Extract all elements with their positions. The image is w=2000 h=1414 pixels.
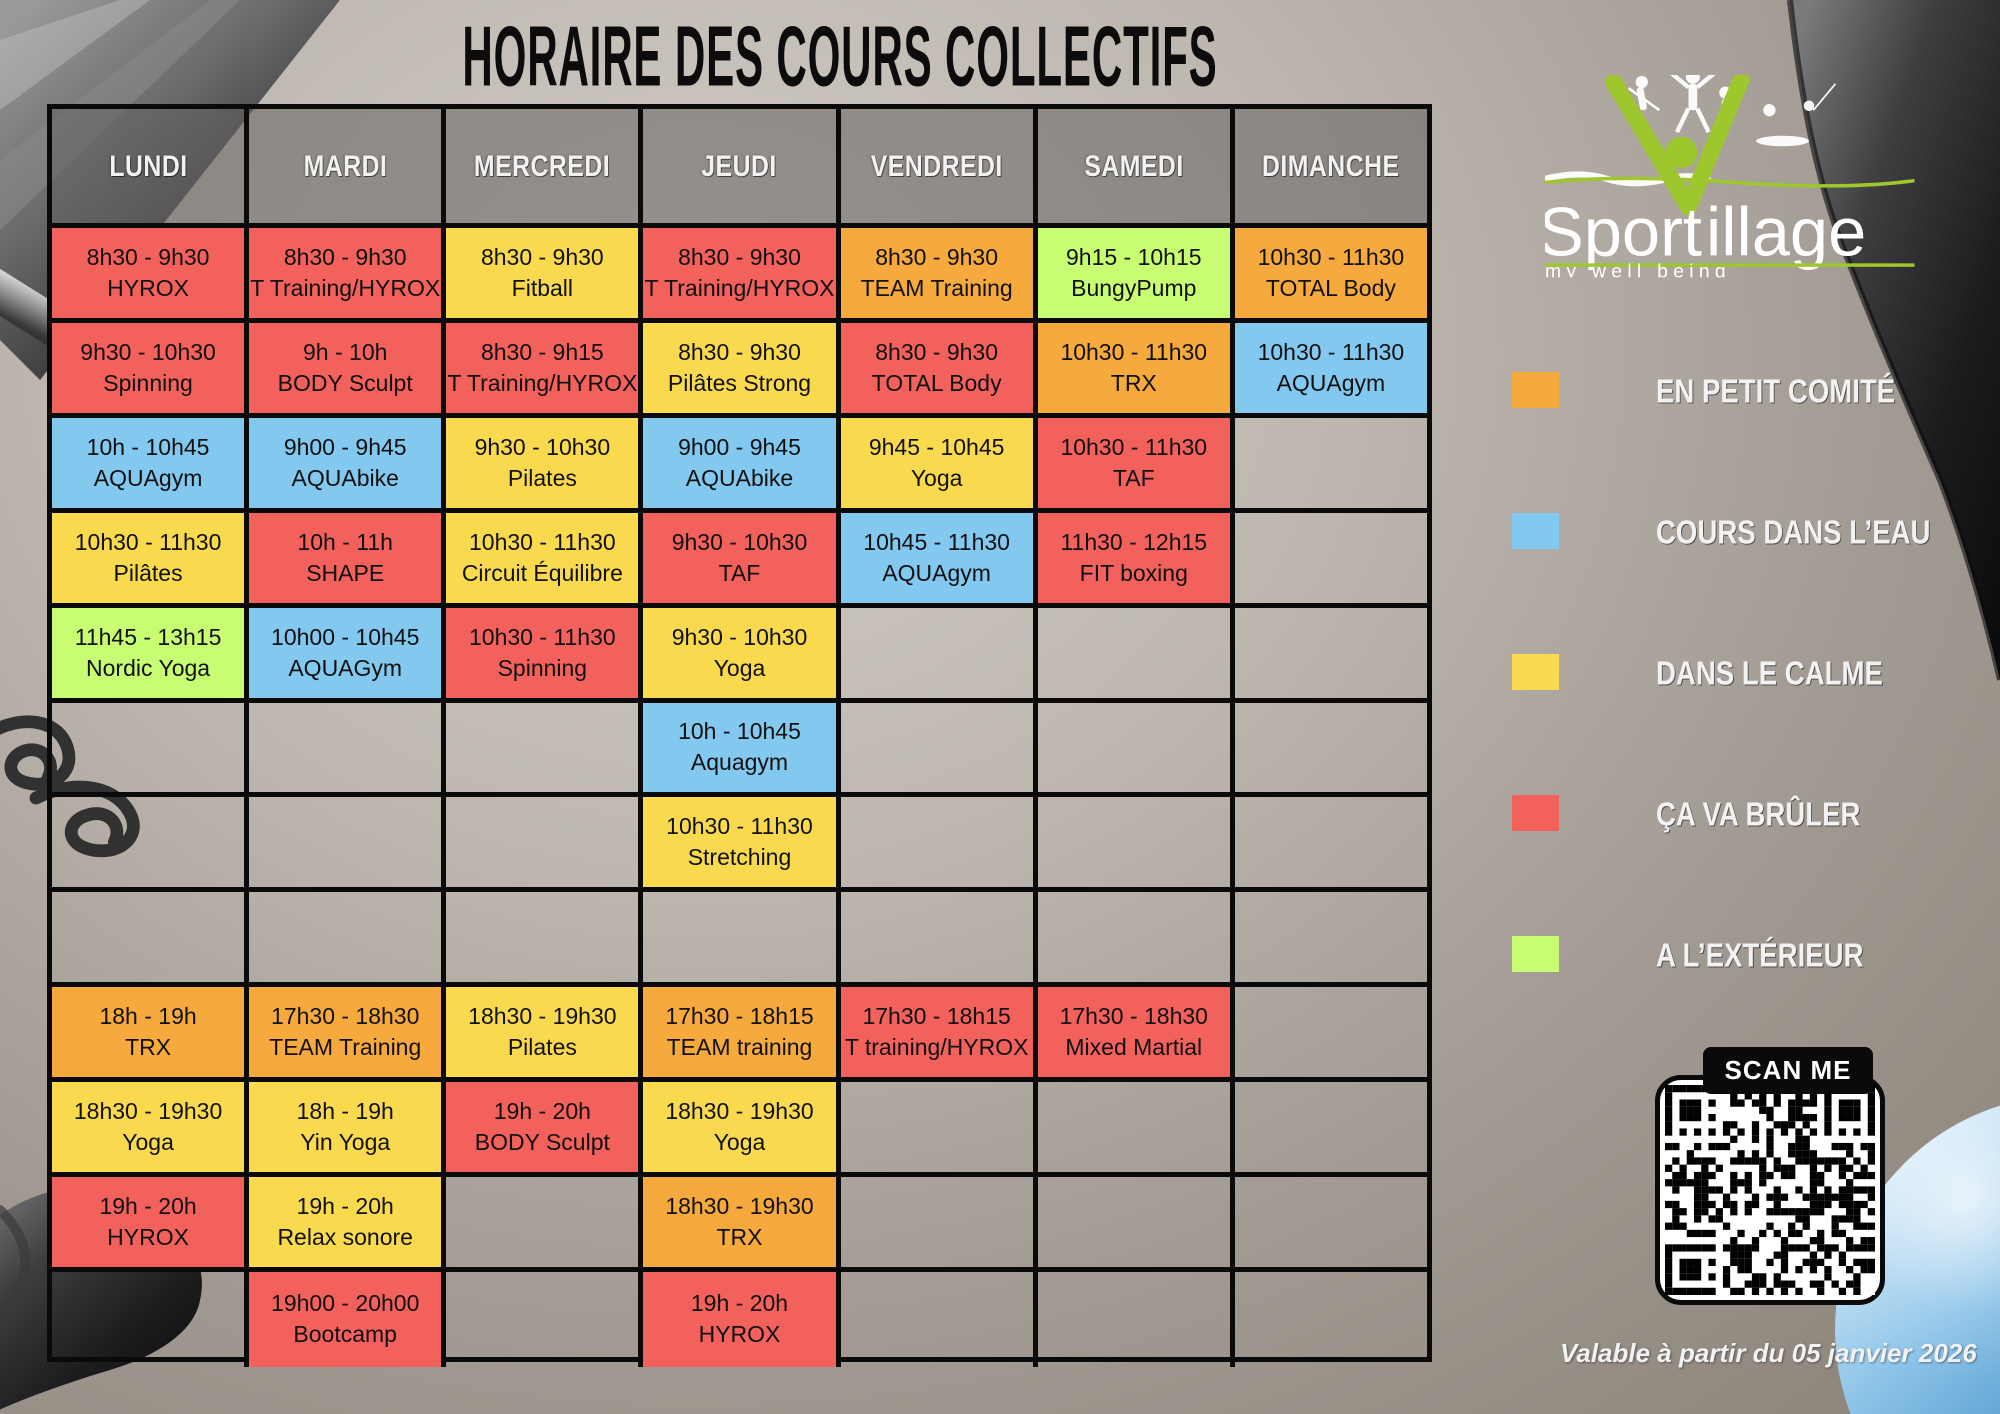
svg-text:illage: illage xyxy=(1706,193,1866,270)
svg-text:Sport: Sport xyxy=(1545,193,1702,270)
svg-text:my well being: my well being xyxy=(1545,260,1731,277)
